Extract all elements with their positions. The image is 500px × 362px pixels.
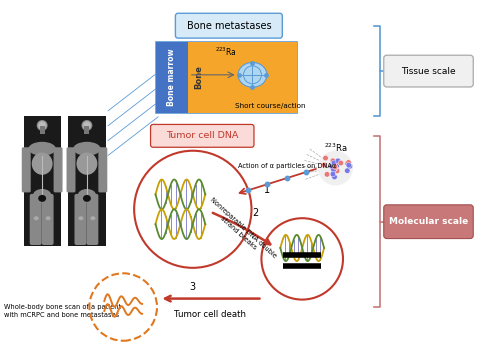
Circle shape	[323, 155, 328, 161]
Text: $^{223}$Ra: $^{223}$Ra	[324, 142, 347, 155]
Ellipse shape	[83, 195, 91, 202]
Ellipse shape	[238, 62, 267, 87]
Circle shape	[330, 158, 336, 164]
Bar	[156, 42, 297, 113]
Ellipse shape	[32, 189, 52, 203]
Circle shape	[318, 151, 353, 185]
FancyBboxPatch shape	[176, 13, 282, 38]
Ellipse shape	[78, 216, 84, 220]
FancyBboxPatch shape	[86, 194, 99, 245]
Circle shape	[38, 122, 46, 129]
FancyBboxPatch shape	[54, 147, 62, 193]
Text: Whole-body bone scan of a patient
with mCRPC and bone metastases: Whole-body bone scan of a patient with m…	[4, 304, 121, 317]
Circle shape	[332, 160, 337, 165]
Bar	[156, 42, 188, 113]
Text: Bone: Bone	[194, 66, 203, 89]
Circle shape	[331, 167, 336, 172]
Circle shape	[82, 120, 92, 131]
Circle shape	[330, 171, 336, 177]
Circle shape	[331, 167, 336, 172]
FancyBboxPatch shape	[22, 147, 30, 193]
Text: Action of α particles on DNAα: Action of α particles on DNAα	[238, 163, 336, 169]
FancyBboxPatch shape	[66, 147, 76, 193]
Circle shape	[345, 161, 350, 166]
FancyBboxPatch shape	[384, 55, 474, 87]
Text: 2: 2	[252, 208, 258, 218]
Ellipse shape	[32, 152, 52, 175]
Text: $^{223}$Ra: $^{223}$Ra	[215, 46, 237, 58]
Text: Nonreparable DNA double
strand breaks: Nonreparable DNA double strand breaks	[204, 197, 278, 265]
Ellipse shape	[38, 195, 46, 202]
Text: 1: 1	[264, 185, 270, 195]
Circle shape	[346, 163, 352, 168]
Text: Tumor cell death: Tumor cell death	[174, 311, 246, 319]
Text: Molecular scale: Molecular scale	[389, 217, 468, 226]
Text: Bone marrow: Bone marrow	[167, 49, 176, 106]
Circle shape	[332, 174, 337, 180]
Text: Short course/action: Short course/action	[235, 102, 306, 109]
Ellipse shape	[78, 189, 96, 203]
Bar	[24, 117, 61, 245]
Circle shape	[335, 158, 340, 164]
Ellipse shape	[90, 216, 96, 220]
Circle shape	[36, 120, 48, 131]
Circle shape	[347, 164, 352, 169]
Ellipse shape	[34, 216, 38, 220]
Circle shape	[82, 121, 92, 130]
Bar	[188, 42, 297, 113]
Text: Bone metastases: Bone metastases	[186, 21, 271, 31]
Circle shape	[332, 166, 338, 171]
FancyBboxPatch shape	[384, 205, 474, 239]
Circle shape	[84, 122, 90, 129]
Text: Tumor cell DNA: Tumor cell DNA	[166, 131, 238, 140]
Circle shape	[344, 168, 350, 173]
Ellipse shape	[46, 216, 51, 220]
Bar	[84, 126, 89, 134]
FancyBboxPatch shape	[42, 194, 54, 245]
Text: 3: 3	[190, 282, 196, 292]
FancyBboxPatch shape	[98, 147, 108, 193]
Circle shape	[324, 172, 330, 177]
Ellipse shape	[28, 142, 56, 156]
FancyBboxPatch shape	[150, 125, 254, 147]
Circle shape	[334, 168, 340, 173]
Ellipse shape	[76, 152, 98, 175]
FancyBboxPatch shape	[74, 194, 86, 245]
Bar	[40, 126, 44, 134]
Circle shape	[332, 164, 338, 169]
Circle shape	[334, 163, 340, 169]
Ellipse shape	[73, 142, 101, 156]
Circle shape	[338, 160, 344, 166]
FancyBboxPatch shape	[30, 194, 42, 245]
Bar	[68, 117, 106, 245]
Circle shape	[346, 160, 351, 165]
Text: Tissue scale: Tissue scale	[401, 67, 456, 76]
Circle shape	[38, 121, 46, 130]
Circle shape	[329, 164, 334, 169]
Circle shape	[322, 162, 327, 168]
Circle shape	[334, 163, 340, 168]
